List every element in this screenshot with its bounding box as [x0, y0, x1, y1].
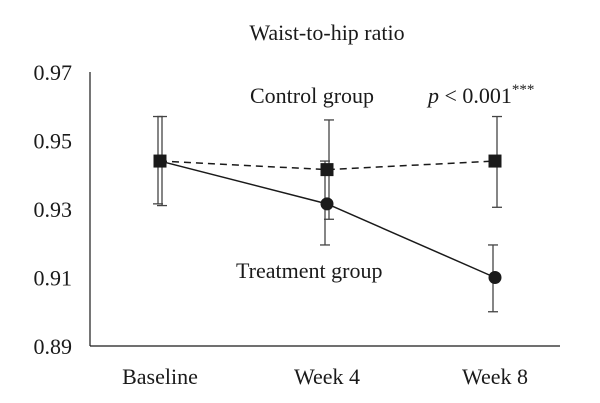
p-value-annotation: p < 0.001*** — [426, 82, 534, 108]
plot-marks — [153, 115, 502, 313]
x-tick-label: Week 8 — [462, 364, 528, 389]
significance-stars: *** — [512, 82, 535, 98]
series-label-treatment: Treatment group — [236, 258, 382, 283]
data-point-treatment — [320, 197, 334, 211]
chart-title: Waist-to-hip ratio — [249, 20, 404, 45]
x-tick-labels: Baseline Week 4 Week 8 — [122, 364, 528, 389]
data-point-control — [488, 154, 502, 168]
series-line-control — [159, 160, 496, 171]
data-point-treatment — [488, 271, 502, 284]
x-tick-label: Baseline — [122, 364, 198, 389]
y-tick-label: 0.93 — [34, 197, 73, 222]
p-value-text: < 0.001 — [439, 83, 512, 108]
y-tick-label: 0.95 — [34, 129, 73, 154]
p-symbol: p — [426, 83, 439, 108]
y-tick-label: 0.97 — [34, 60, 73, 85]
series-label-control: Control group — [250, 83, 374, 108]
y-tick-label: 0.89 — [34, 334, 73, 359]
data-point-treatment — [153, 154, 167, 168]
data-point-control — [320, 163, 334, 177]
y-tick-label: 0.91 — [34, 266, 73, 291]
y-tick-labels: 0.89 0.91 0.93 0.95 0.97 — [34, 60, 73, 359]
x-tick-label: Week 4 — [294, 364, 360, 389]
